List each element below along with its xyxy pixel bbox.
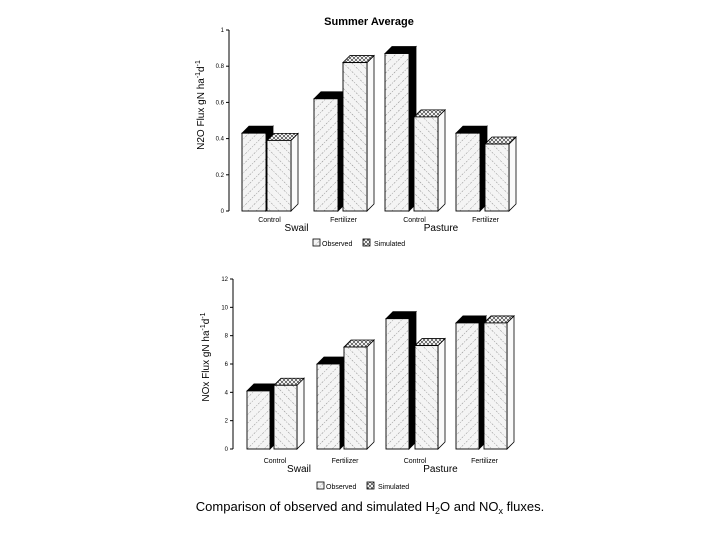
bar-simulated xyxy=(413,116,439,212)
x-category-label: Control xyxy=(404,458,427,465)
caption-text-3: fluxes. xyxy=(503,499,545,514)
bar-observed xyxy=(455,132,481,212)
caption-text-2: O and NO xyxy=(439,499,499,514)
bar-simulated xyxy=(343,346,368,450)
caption-text-1: Comparison of observed and simulated H xyxy=(195,499,435,514)
x-category-label: Control xyxy=(264,458,287,465)
bar-observed xyxy=(455,322,480,450)
y-label-superscript: -1 xyxy=(195,60,202,66)
bar-observed xyxy=(385,318,410,450)
y-tick-label: 0.6 xyxy=(216,100,225,106)
caption-subscript-2: 2 xyxy=(434,506,440,516)
x-category-label: Fertilizer xyxy=(330,217,358,224)
x-category-label: Control xyxy=(258,217,281,224)
legend-swatch-simulated xyxy=(366,481,375,490)
legend-label-simulated: Simulated xyxy=(374,241,405,248)
caption-subscript-x: x xyxy=(498,506,504,516)
bar-side-face xyxy=(437,337,446,450)
y-axis-label: N2O Flux gN ha-1d-1 xyxy=(195,60,207,150)
bar-observed xyxy=(313,98,339,212)
y-tick-label: 8 xyxy=(225,334,229,340)
bar-simulated xyxy=(273,384,298,450)
bar-side-face xyxy=(290,132,299,212)
y-label-part: d xyxy=(196,66,207,72)
y-tick-label: 4 xyxy=(225,390,229,396)
x-group-label: Swail xyxy=(285,223,309,234)
y-tick-label: 0 xyxy=(225,447,229,453)
y-tick-label: 1 xyxy=(221,28,225,34)
legend-label-observed: Observed xyxy=(322,241,352,248)
x-group-label: Pasture xyxy=(424,223,459,234)
y-label-superscript: -1 xyxy=(195,72,202,78)
bar-side-face xyxy=(366,54,375,212)
y-label-part: N2O Flux gN ha xyxy=(196,78,207,150)
y-tick-label: 0.8 xyxy=(216,64,225,70)
chart-title: Summer Average xyxy=(324,16,414,28)
bar-simulated xyxy=(414,345,439,450)
x-category-label: Fertilizer xyxy=(332,458,360,465)
figure-caption: Comparison of observed and simulated H2O… xyxy=(0,499,720,516)
bar-observed xyxy=(316,363,341,450)
y-label-superscript: -1 xyxy=(200,312,207,318)
bar-simulated xyxy=(484,143,510,212)
x-category-label: Control xyxy=(403,217,426,224)
legend-swatch-observed xyxy=(316,481,325,490)
y-tick-label: 0 xyxy=(221,209,225,215)
legend-swatch-observed xyxy=(312,238,321,247)
bar-observed xyxy=(384,53,410,212)
bar-observed xyxy=(246,390,271,450)
bar-simulated xyxy=(342,62,368,212)
bar-side-face xyxy=(437,108,446,212)
legend-label-observed: Observed xyxy=(326,484,356,491)
x-category-label: Fertilizer xyxy=(472,217,500,224)
y-label-part: d xyxy=(201,319,212,325)
y-tick-label: 12 xyxy=(221,277,228,283)
x-group-label: Pasture xyxy=(423,464,458,475)
bar-side-face xyxy=(506,314,515,450)
bar-side-face xyxy=(508,136,517,212)
x-category-label: Fertilizer xyxy=(471,458,499,465)
y-label-superscript: -1 xyxy=(200,324,207,330)
y-axis-label: NOx Flux gN ha-1d-1 xyxy=(200,312,212,401)
y-tick-label: 0.2 xyxy=(216,173,225,179)
bar-observed xyxy=(241,132,267,212)
y-tick-label: 10 xyxy=(221,305,228,311)
y-tick-label: 0.4 xyxy=(216,137,225,143)
n2o-chart: Summer Average 0 0.2 0.4 0.6 0.8 1 N2O Flux gN … xyxy=(195,16,517,248)
bar-side-face xyxy=(366,339,375,450)
bar-simulated xyxy=(266,139,292,212)
y-tick-label: 2 xyxy=(225,419,229,425)
x-group-label: Swail xyxy=(287,464,311,475)
legend-swatch-simulated xyxy=(362,238,371,247)
y-tick-label: 6 xyxy=(225,362,229,368)
legend-label-simulated: Simulated xyxy=(378,484,409,491)
y-label-part: NOx Flux gN ha xyxy=(201,330,212,402)
bar-side-face xyxy=(296,377,305,450)
bar-simulated xyxy=(483,322,508,450)
